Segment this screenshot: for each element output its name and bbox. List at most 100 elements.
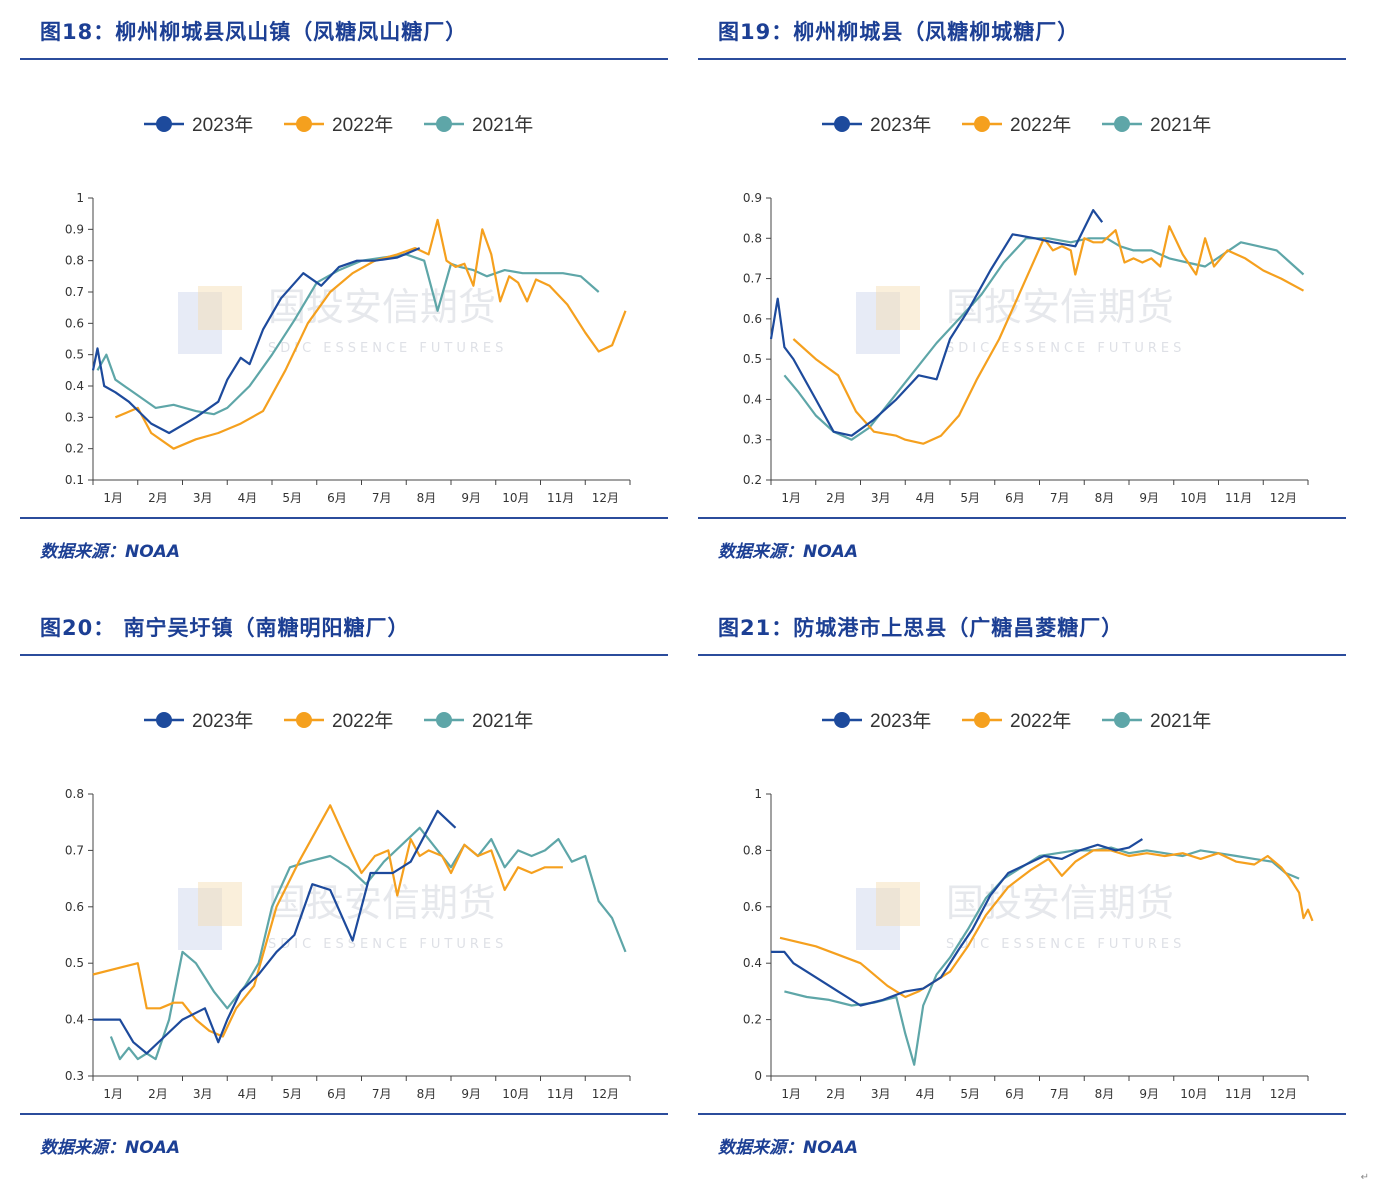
title-divider	[20, 58, 668, 60]
y-tick-label: 0.4	[65, 1013, 84, 1027]
series-line	[769, 209, 1104, 437]
y-tick-label: 0.6	[65, 316, 84, 330]
x-tick-label: 12月	[592, 491, 619, 505]
legend-label: 2022年	[332, 114, 393, 136]
legend: 2023年 2022年 2021年	[822, 710, 1211, 732]
x-tick-label: 9月	[461, 491, 481, 505]
legend-marker	[156, 712, 172, 728]
bottom-divider	[698, 517, 1346, 519]
y-tick-label: 0.7	[65, 285, 84, 299]
legend-label: 2021年	[1150, 114, 1211, 136]
legend-marker	[974, 116, 990, 132]
chart-panel-fig21: 图21：防城港市上思县（广糖昌菱糖厂） 国投安信期货 SDIC ESSENCE F…	[698, 596, 1346, 1158]
x-tick-label: 6月	[1005, 1087, 1025, 1101]
chart-title: 图20： 南宁吴圩镇（南糖明阳糖厂）	[40, 616, 410, 640]
x-tick-label: 7月	[1050, 1087, 1070, 1101]
x-tick-label: 4月	[238, 1087, 258, 1101]
legend-marker	[1114, 712, 1130, 728]
y-tick-label: 0.6	[743, 312, 762, 326]
watermark-subtext: SDIC ESSENCE FUTURES	[946, 341, 1185, 356]
watermark: 国投安信期货 SDIC ESSENCE FUTURES	[178, 881, 503, 952]
y-tick-label: 0.8	[743, 231, 762, 245]
x-tick-label: 8月	[1095, 491, 1115, 505]
chart-panel-fig18: 图18：柳州柳城县凤山镇（凤糖凤山糖厂） 国投安信期货 SDIC ESSENCE …	[20, 0, 668, 562]
legend-marker	[834, 116, 850, 132]
data-source: 数据来源：NOAA	[718, 542, 858, 562]
x-tick-label: 8月	[1095, 1087, 1115, 1101]
legend: 2023年 2022年 2021年	[144, 710, 533, 732]
legend-marker	[296, 712, 312, 728]
watermark-logo-block	[856, 888, 900, 950]
legend-marker	[974, 712, 990, 728]
y-tick-label: 0	[754, 1069, 762, 1083]
y-tick-label: 0.5	[65, 956, 84, 970]
watermark-text: 国投安信期货	[268, 285, 496, 329]
data-source: 数据来源：NOAA	[718, 1138, 858, 1158]
chart-panel-fig20: 图20： 南宁吴圩镇（南糖明阳糖厂） 国投安信期货 SDIC ESSENCE FU…	[20, 596, 668, 1158]
y-tick-label: 1	[754, 787, 762, 801]
chart-title: 图21：防城港市上思县（广糖昌菱糖厂）	[718, 616, 1124, 640]
x-tick-label: 2月	[826, 491, 846, 505]
series-line	[771, 838, 1143, 1007]
line-chart: 国投安信期货 SDIC ESSENCE FUTURES 0.8 0.7 0.6 0.5 0.…	[65, 710, 631, 1101]
x-tick-label: 1月	[781, 1087, 801, 1101]
x-tick-label: 6月	[1005, 491, 1025, 505]
x-tick-label: 1月	[103, 1087, 123, 1101]
x-tick-label: 4月	[916, 1087, 936, 1101]
legend-label: 2021年	[472, 710, 533, 732]
series-line	[779, 849, 1314, 999]
watermark-logo-block	[178, 888, 222, 950]
x-tick-label: 3月	[871, 491, 891, 505]
legend-marker	[834, 712, 850, 728]
x-tick-label: 9月	[461, 1087, 481, 1101]
x-tick-label: 5月	[960, 491, 980, 505]
y-tick-label: 0.2	[743, 1013, 762, 1027]
line-chart: 国投安信期货 SDIC ESSENCE FUTURES 0.9 0.8 0.7 0.6 0.…	[743, 114, 1309, 505]
legend: 2023年 2022年 2021年	[144, 114, 533, 136]
y-tick-label: 0.4	[743, 392, 762, 406]
y-tick-label: 0.9	[65, 222, 84, 236]
line-chart: 国投安信期货 SDIC ESSENCE FUTURES 1 0.9 0.8 0.7 0.6 0…	[65, 114, 631, 505]
watermark-text: 国投安信期货	[268, 881, 496, 925]
y-tick-label: 0.8	[65, 787, 84, 801]
x-tick-label: 7月	[372, 491, 392, 505]
y-tick-label: 0.7	[65, 843, 84, 857]
x-tick-label: 9月	[1139, 1087, 1159, 1101]
watermark: 国投安信期货 SDIC ESSENCE FUTURES	[856, 881, 1185, 952]
y-tick-label: 0.6	[65, 900, 84, 914]
series-line	[114, 218, 627, 450]
series-line	[792, 225, 1305, 445]
watermark-logo-block	[876, 286, 920, 330]
y-tick-label: 0.3	[65, 1069, 84, 1083]
y-tick-label: 0.5	[743, 352, 762, 366]
legend-label: 2021年	[1150, 710, 1211, 732]
watermark-text: 国投安信期货	[946, 881, 1174, 925]
legend-label: 2022年	[332, 710, 393, 732]
bottom-divider	[698, 1113, 1346, 1115]
x-tick-label: 11月	[547, 491, 574, 505]
legend-marker	[436, 116, 452, 132]
legend-marker	[296, 116, 312, 132]
x-tick-label: 2月	[148, 491, 168, 505]
legend-label: 2023年	[870, 114, 931, 136]
x-tick-label: 5月	[282, 1087, 302, 1101]
y-tick-label: 0.5	[65, 348, 84, 362]
x-tick-label: 9月	[1139, 491, 1159, 505]
legend-label: 2022年	[1010, 114, 1071, 136]
watermark: 国投安信期货 SDIC ESSENCE FUTURES	[856, 285, 1185, 356]
watermark-subtext: SDIC ESSENCE FUTURES	[946, 937, 1185, 952]
y-tick-label: 0.4	[743, 956, 762, 970]
y-tick-label: 0.8	[65, 254, 84, 268]
x-tick-label: 10月	[502, 1087, 529, 1101]
x-tick-label: 5月	[282, 491, 302, 505]
x-tick-label: 4月	[238, 491, 258, 505]
x-tick-label: 8月	[417, 1087, 437, 1101]
x-tick-label: 6月	[327, 1087, 347, 1101]
x-tick-label: 7月	[1050, 491, 1070, 505]
y-tick-label: 0.3	[65, 410, 84, 424]
watermark-logo-block	[198, 286, 242, 330]
x-tick-label: 3月	[193, 1087, 213, 1101]
legend-label: 2022年	[1010, 710, 1071, 732]
title-divider	[20, 654, 668, 656]
x-tick-label: 5月	[960, 1087, 980, 1101]
